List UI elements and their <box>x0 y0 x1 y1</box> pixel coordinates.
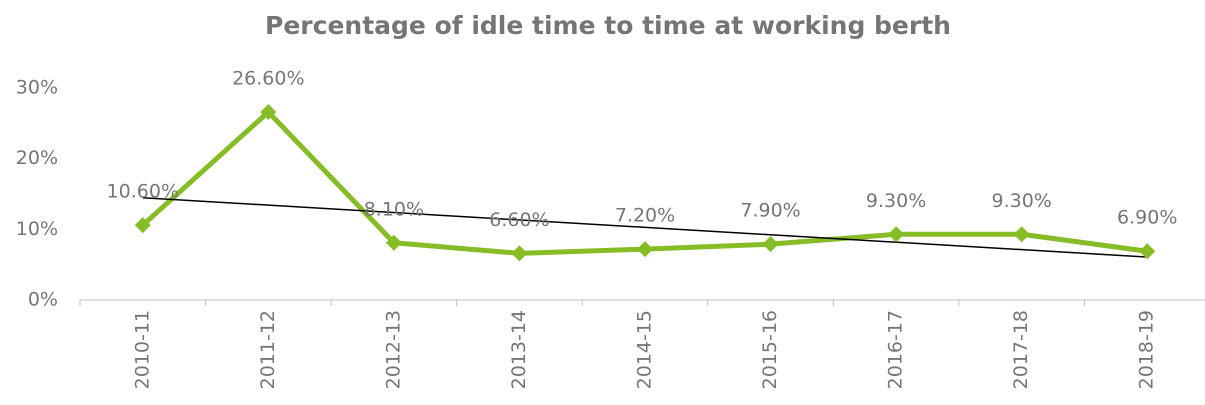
marker <box>888 226 905 243</box>
data-label: 6.90% <box>1117 207 1177 229</box>
x-tick-label: 2011-12 <box>257 310 279 389</box>
y-tick-label: 20% <box>16 147 58 169</box>
y-tick-label: 10% <box>16 218 58 240</box>
data-label: 6.60% <box>489 209 549 231</box>
marker <box>762 236 779 253</box>
marker <box>511 245 528 262</box>
data-label: 9.30% <box>991 190 1051 212</box>
marker <box>385 234 402 251</box>
data-label: 26.60% <box>232 68 304 90</box>
data-label: 7.20% <box>615 205 675 227</box>
x-tick-label: 2017-18 <box>1010 310 1032 389</box>
data-label: 8.10% <box>364 198 424 220</box>
trendline <box>142 196 1148 258</box>
marker <box>637 241 653 258</box>
x-tick-label: 2018-19 <box>1136 310 1158 389</box>
y-tick-label: 30% <box>16 77 58 99</box>
x-tick-label: 2015-16 <box>759 310 781 389</box>
marker <box>1013 226 1030 243</box>
data-label: 10.60% <box>107 181 179 203</box>
chart-title: Percentage of idle time to time at worki… <box>265 11 951 40</box>
x-tick-label: 2016-17 <box>885 310 907 389</box>
y-tick-label: 0% <box>28 289 58 311</box>
data-label: 7.90% <box>740 200 800 222</box>
x-tick-label: 2010-11 <box>131 310 153 389</box>
marker <box>134 217 151 234</box>
data-line <box>141 109 1148 256</box>
marker <box>1139 243 1156 260</box>
x-tick-label: 2012-13 <box>382 310 404 389</box>
x-tick-label: 2014-15 <box>634 310 656 389</box>
marker <box>260 104 277 121</box>
data-label: 9.30% <box>866 190 926 212</box>
x-tick-label: 2013-14 <box>508 310 530 389</box>
